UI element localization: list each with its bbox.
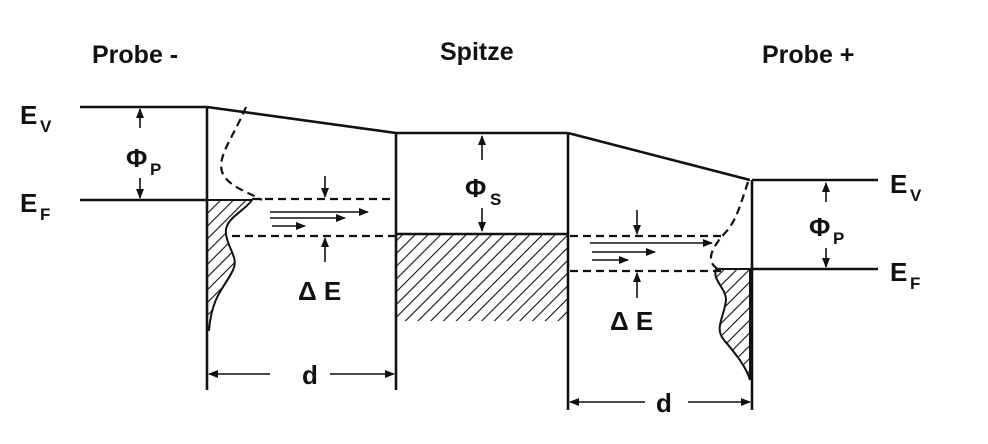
- right-dos-curve: [709, 181, 750, 270]
- left-vacuum-barrier: [206, 105, 397, 135]
- left-phi-sub: P: [150, 160, 161, 179]
- title-probe-minus: Probe -: [92, 41, 178, 69]
- tip-occupied-states: [397, 234, 567, 321]
- left-phi-symbol: Φ: [126, 143, 147, 173]
- right-occupied-states: [714, 268, 751, 381]
- right-vacuum-barrier: [567, 131, 751, 182]
- title-spitze: Spitze: [440, 38, 514, 66]
- right-sample: Φ P E V E F: [709, 169, 922, 410]
- left-ef-label: E: [20, 188, 37, 218]
- left-ev-label: E: [20, 100, 37, 130]
- title-probe-plus: Probe +: [762, 41, 854, 69]
- tip-phi-symbol: Φ: [465, 173, 486, 203]
- right-delta-e-label: Δ E: [610, 306, 653, 336]
- right-d-label: d: [656, 388, 672, 418]
- left-gap: Δ E d: [208, 176, 396, 390]
- right-phi-symbol: Φ: [809, 212, 830, 242]
- right-phi-sub: P: [833, 229, 844, 248]
- right-ef-label: E: [890, 257, 907, 287]
- left-ev-sub: V: [40, 117, 52, 136]
- left-delta-e-label: Δ E: [298, 276, 341, 306]
- left-sample: Φ P E V E F: [20, 100, 263, 390]
- right-gap: Δ E d: [569, 210, 751, 418]
- left-occupied-states: [206, 199, 254, 331]
- right-ev-label: E: [890, 169, 907, 199]
- left-d-label: d: [302, 360, 318, 390]
- left-dos-curve: [220, 106, 263, 201]
- tip: Φ S: [394, 131, 570, 410]
- left-ef-sub: F: [40, 205, 50, 224]
- right-ev-sub: V: [910, 186, 922, 205]
- tip-phi-sub: S: [490, 190, 501, 209]
- right-ef-sub: F: [910, 274, 920, 293]
